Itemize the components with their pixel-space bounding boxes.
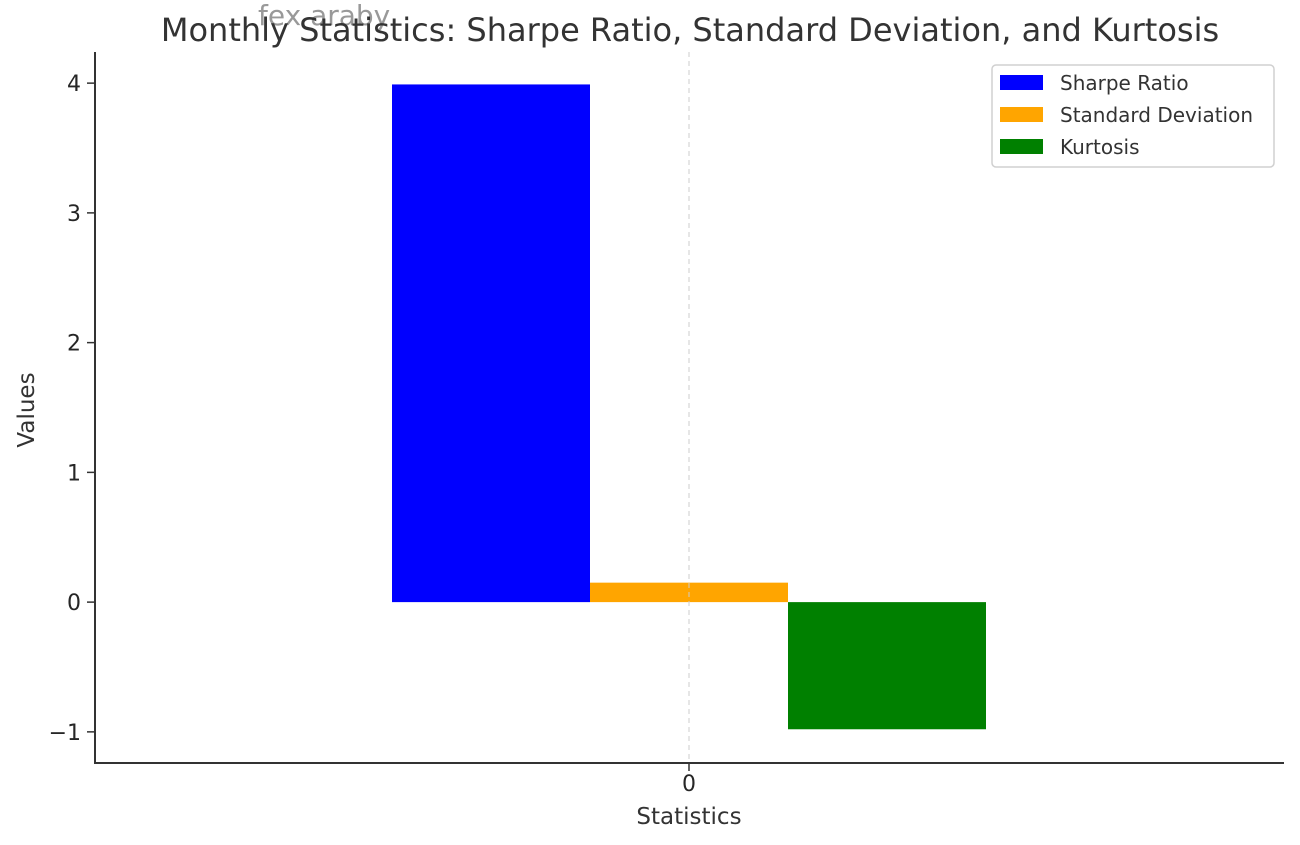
y-tick-label: 3 — [67, 202, 81, 227]
watermark: fex araby — [258, 0, 390, 32]
ticks-layer: −1 0 1 2 3 4 0 — [49, 72, 696, 797]
y-axis-label: Values — [14, 372, 40, 447]
legend-frame — [991, 64, 1275, 168]
bar-kurtosis — [788, 602, 986, 730]
legend-label-sharpe-ratio: Sharpe Ratio — [1060, 71, 1189, 95]
y-tick-label: −1 — [49, 721, 81, 746]
y-tick-label: 2 — [67, 332, 81, 357]
y-tick-label: 1 — [67, 461, 81, 486]
bars-layer — [392, 84, 986, 730]
legend-label-standard-deviation: Standard Deviation — [1060, 103, 1253, 127]
y-tick-label: 4 — [67, 72, 81, 97]
y-tick-label: 0 — [67, 591, 81, 616]
bar-sharpe-ratio — [392, 84, 590, 603]
legend-label-kurtosis: Kurtosis — [1060, 135, 1140, 159]
legend-swatch-sharpe-ratio — [1000, 75, 1043, 90]
legend: Sharpe Ratio Standard Deviation Kurtosis — [991, 64, 1275, 168]
legend-swatch-standard-deviation — [1000, 107, 1043, 122]
x-axis-label: Statistics — [636, 804, 741, 830]
legend-swatch-kurtosis — [1000, 139, 1043, 154]
chart-title: Monthly Statistics: Sharpe Ratio, Standa… — [161, 11, 1219, 49]
x-tick-label: 0 — [682, 772, 696, 797]
